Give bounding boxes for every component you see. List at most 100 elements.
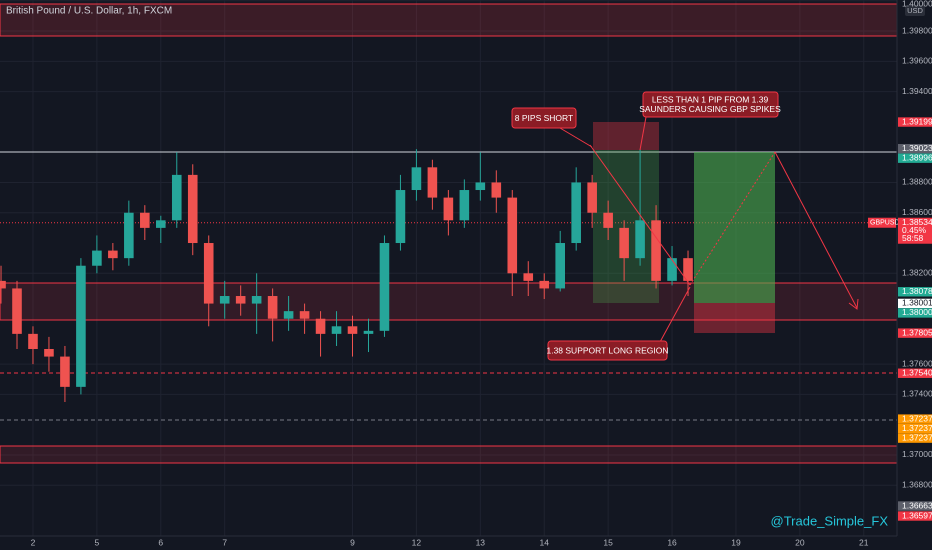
symbol-label: GBPUSD: [870, 220, 900, 227]
candle-body: [155, 220, 166, 228]
candle-body: [76, 265, 86, 387]
candle-body: [28, 333, 38, 350]
candle-body: [0, 280, 6, 289]
price-badge: [898, 143, 932, 154]
candle-body: [459, 190, 470, 221]
long-stop-area: [694, 303, 775, 333]
candle-body: [140, 212, 150, 228]
price-badge-label: 1.36597: [902, 510, 932, 520]
y-tick-label: 1.37600: [902, 358, 932, 368]
price-badge: [898, 511, 932, 521]
price-badge-label: 1.36663: [902, 500, 932, 510]
annotation-text: SAUNDERS CAUSING GBP SPIKES: [639, 104, 781, 114]
support-zone: [0, 445, 898, 464]
countdown: 58:58: [902, 233, 924, 243]
annotation-text: LESS THAN 1 PIP FROM 1.39: [652, 94, 769, 104]
y-tick-label: 1.38200: [902, 268, 932, 278]
annotation: LESS THAN 1 PIP FROM 1.39 SAUNDERS CAUSI…: [639, 91, 781, 151]
last-price-badge: [868, 217, 896, 228]
x-tick-label: 9: [350, 537, 355, 547]
candle-body: [347, 326, 358, 334]
x-tick-label: 12: [412, 537, 422, 547]
last-price: 1.38534: [902, 217, 932, 227]
candle-body: [124, 212, 134, 259]
y-tick-label: 1.37400: [902, 389, 932, 399]
callout-pointer: [639, 116, 647, 151]
y-tick-label: 1.38800: [902, 177, 932, 187]
currency: USD: [907, 6, 923, 15]
x-tick-label: 5: [95, 537, 100, 547]
x-tick-label: 6: [158, 537, 163, 547]
candle-body: [539, 280, 550, 289]
x-tick-label: 7: [222, 537, 227, 547]
resistance-zone: [0, 3, 898, 37]
x-tick-label: 16: [667, 537, 677, 547]
price-badge-label: 1.38000: [902, 307, 932, 317]
annotation: 8 PIPS SHORT: [511, 107, 593, 148]
candle-body: [171, 174, 182, 221]
y-tick-label: 1.39600: [902, 56, 932, 66]
last-price-badge: [898, 217, 932, 244]
candle-body: [683, 258, 693, 281]
candle-body: [92, 250, 102, 266]
annotation: 1.38 SUPPORT LONG REGION: [546, 286, 691, 361]
x-tick-label: 15: [603, 537, 613, 547]
price-badge: [898, 298, 932, 309]
y-tick-label: 1.39800: [902, 25, 932, 35]
chart-title: British Pound / U.S. Dollar, 1h, FXCM: [6, 6, 172, 17]
price-badge: [898, 433, 932, 443]
price-axis: [897, 0, 932, 550]
candle-body: [44, 349, 54, 357]
candle-body: [12, 288, 22, 334]
long-target-area: [694, 152, 775, 303]
candle-body: [555, 243, 566, 289]
candle-body: [427, 167, 438, 198]
candle-body: [411, 167, 422, 191]
candle-body: [491, 182, 502, 198]
price-badge-label: 1.38001: [902, 298, 932, 308]
callout-box: [511, 107, 577, 129]
price-badge-label: 1.37237: [902, 423, 932, 433]
y-tick-label: 1.39400: [902, 86, 932, 96]
candle-body: [363, 330, 374, 334]
x-tick-label: 21: [859, 537, 869, 547]
price-badge: [898, 308, 932, 318]
price-change: 0.45%: [902, 225, 927, 235]
y-tick-label: 1.37000: [902, 449, 932, 459]
annotation-text: 8 PIPS SHORT: [515, 113, 573, 123]
short-target-area: [593, 150, 659, 303]
candle-body: [315, 318, 326, 334]
candle-body: [379, 243, 390, 331]
axis-labels: 1.40000 1.39800 1.39600 1.39400 1.38800 1.386…: [31, 0, 932, 547]
price-badge: [898, 117, 932, 127]
candle-body: [395, 190, 406, 244]
y-tick-label: 1.38600: [902, 207, 932, 217]
candle-body: [667, 258, 677, 281]
price-badge: [898, 414, 932, 424]
price-badge-label: 1.37237: [902, 432, 932, 442]
candle-body: [283, 311, 294, 319]
x-tick-label: 20: [795, 537, 805, 547]
price-badge-label: 1.38996: [902, 152, 932, 162]
price-badge: [898, 501, 932, 511]
price-badge: [898, 153, 932, 163]
candle-body: [60, 356, 70, 387]
price-badge: [898, 423, 932, 434]
candle-body: [523, 273, 534, 281]
arrow-head: [848, 298, 859, 310]
price-badge-label: 1.38078: [902, 286, 932, 296]
candle-body: [507, 197, 518, 274]
candle-body: [251, 296, 262, 304]
candle-body: [475, 182, 486, 191]
candle-body: [187, 174, 198, 244]
y-tick-label: 1.36800: [902, 480, 932, 490]
candle-body: [235, 296, 246, 304]
x-tick-label: 19: [731, 537, 741, 547]
x-tick-label: 13: [476, 537, 486, 547]
currency-box: [905, 5, 925, 16]
callout-pointer: [559, 127, 593, 148]
callout-pointer: [659, 286, 691, 343]
x-tick-label: 2: [31, 537, 36, 547]
candle-body: [219, 296, 230, 304]
